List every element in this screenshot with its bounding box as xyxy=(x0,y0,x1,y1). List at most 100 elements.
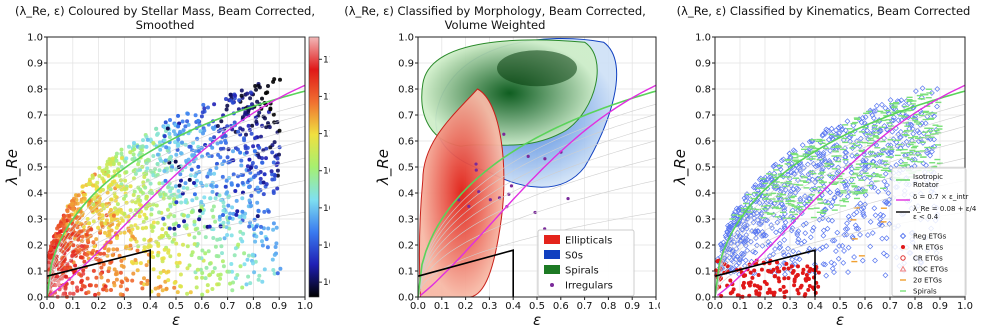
reg-etg-point xyxy=(859,257,866,264)
reg-etg-point xyxy=(855,225,862,232)
data-point xyxy=(159,233,164,238)
data-point xyxy=(145,137,150,142)
reg-etg-point xyxy=(726,254,733,261)
data-point xyxy=(185,111,190,116)
reg-etg-point xyxy=(731,211,737,218)
data-point xyxy=(65,247,70,252)
data-point xyxy=(220,259,225,264)
reg-etg-point xyxy=(841,231,848,238)
legend-label: Spirals xyxy=(913,288,937,296)
reg-etg-point xyxy=(875,188,882,195)
reg-etg-point xyxy=(842,182,849,189)
data-point xyxy=(128,184,133,189)
inclination-line xyxy=(46,126,306,298)
panel-title: (λ_Re, ε) Coloured by Stellar Mass, Beam… xyxy=(0,4,330,32)
delta-line xyxy=(419,84,657,296)
data-point xyxy=(117,173,122,178)
data-point xyxy=(81,268,86,273)
nr-etg-point xyxy=(775,260,780,265)
data-point xyxy=(141,138,145,143)
reg-etg-point xyxy=(835,255,842,262)
data-point xyxy=(216,273,221,278)
nr-etg-point xyxy=(748,270,753,275)
data-point xyxy=(275,186,280,191)
data-point xyxy=(155,253,160,258)
data-point xyxy=(133,258,138,262)
data-point xyxy=(238,150,243,155)
data-point xyxy=(166,269,171,274)
y-tick-label: 0.0 xyxy=(695,293,711,304)
reg-etg-point xyxy=(816,161,823,168)
data-point xyxy=(271,160,276,165)
x-tick-label: 0.9 xyxy=(932,301,948,312)
reg-etg-point xyxy=(843,159,849,165)
reg-etg-point xyxy=(736,259,743,266)
data-point xyxy=(254,119,259,124)
reg-etg-point xyxy=(848,165,855,172)
data-point xyxy=(158,270,163,275)
nr-etg-point xyxy=(767,287,772,292)
reg-etg-point xyxy=(753,235,759,241)
data-point xyxy=(250,161,255,165)
data-point xyxy=(177,121,182,126)
data-point xyxy=(158,147,163,152)
data-point xyxy=(138,150,143,155)
data-point xyxy=(239,88,244,93)
data-point xyxy=(183,200,188,204)
data-point xyxy=(113,194,118,199)
data-point xyxy=(144,225,148,230)
legend-swatch xyxy=(544,250,560,259)
reg-etg-point xyxy=(744,191,750,197)
reg-etg-point xyxy=(897,134,904,140)
irregular-point xyxy=(474,168,478,172)
nr-etg-point xyxy=(767,269,772,274)
nr-etg-point xyxy=(752,283,757,288)
data-point xyxy=(109,217,114,221)
reg-etg-point xyxy=(743,225,750,232)
reg-etg-point xyxy=(862,114,869,121)
x-tick-label: 0.2 xyxy=(91,301,107,312)
reg-etg-point xyxy=(820,153,827,160)
data-point xyxy=(256,83,261,88)
reg-etg-point xyxy=(860,211,867,218)
irregular-point xyxy=(502,132,506,136)
reg-etg-point xyxy=(918,94,925,101)
data-point xyxy=(48,255,53,260)
data-point xyxy=(91,268,96,273)
reg-etg-point xyxy=(841,248,847,254)
reg-etg-point xyxy=(877,127,884,133)
data-point xyxy=(67,213,72,218)
data-point xyxy=(160,227,165,232)
reg-etg-point xyxy=(831,194,838,201)
reg-etg-point xyxy=(872,257,878,264)
data-point xyxy=(100,168,105,173)
data-point xyxy=(111,213,116,218)
colorbar-tick-label: 10.00 xyxy=(323,278,330,288)
reg-etg-point xyxy=(871,184,878,191)
data-point xyxy=(208,196,213,201)
data-point xyxy=(227,269,232,274)
data-point xyxy=(70,254,75,258)
nr-etg-point xyxy=(806,276,811,281)
data-point xyxy=(244,132,248,137)
delta-line xyxy=(49,84,306,296)
reg-etg-point xyxy=(881,178,888,185)
data-point xyxy=(93,292,98,297)
reg-etg-point xyxy=(753,210,760,216)
data-point xyxy=(148,237,153,242)
isotropic-rotator-line xyxy=(417,90,657,298)
data-point xyxy=(233,189,238,194)
data-point xyxy=(246,274,251,279)
data-point xyxy=(237,98,242,103)
axes-frame xyxy=(46,36,306,298)
x-tick-label: 0.7 xyxy=(577,301,593,312)
reg-etg-point xyxy=(733,233,740,240)
data-point xyxy=(106,169,111,174)
data-point xyxy=(176,137,181,142)
data-point xyxy=(117,253,122,258)
reg-etg-point xyxy=(738,250,745,257)
y-tick-label: 0.7 xyxy=(27,111,43,122)
reg-etg-point xyxy=(821,183,827,190)
data-point xyxy=(140,286,145,291)
data-point xyxy=(200,248,205,253)
